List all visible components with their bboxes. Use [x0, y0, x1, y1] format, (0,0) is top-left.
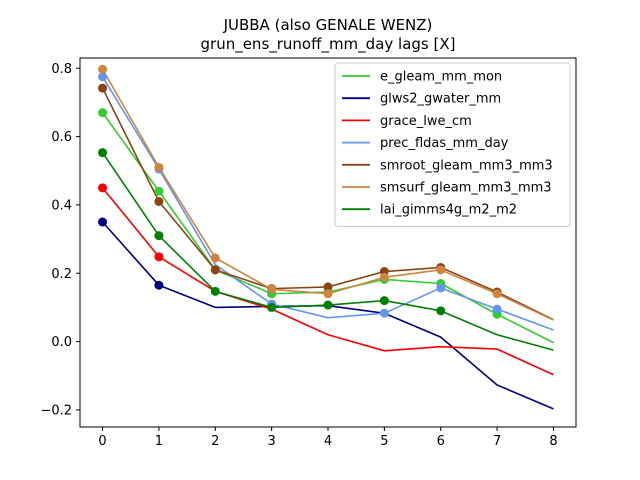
legend: e_gleam_mm_mon glws2_gwater_mm grace_lwe_c… — [334, 62, 571, 227]
x-tick-label: 2 — [211, 434, 219, 449]
y-tick-label: 0.6 — [51, 130, 72, 145]
legend-label: smroot_gleam_mm3_mm3 — [380, 158, 553, 173]
y-tick-label: 0.4 — [51, 198, 72, 213]
data-point-lai_gimms4g_m2_m2 — [267, 302, 277, 312]
data-point-prec_fldas_mm_day — [98, 72, 108, 82]
data-point-smsurf_gleam_mm3_mm3 — [267, 284, 277, 294]
x-tick-label: 3 — [267, 434, 275, 449]
data-point-smsurf_gleam_mm3_mm3 — [379, 272, 389, 282]
legend-label: smsurf_gleam_mm3_mm3 — [380, 181, 552, 196]
data-point-smsurf_gleam_mm3_mm3 — [210, 253, 220, 263]
y-tick-label: −0.2 — [40, 403, 72, 418]
data-point-prec_fldas_mm_day — [492, 304, 502, 314]
legend-label: grace_lwe_cm — [380, 114, 472, 129]
legend-box — [334, 62, 571, 227]
data-point-grace_lwe_cm — [98, 183, 108, 193]
data-point-prec_fldas_mm_day — [436, 283, 446, 293]
plot-series — [98, 64, 554, 410]
data-point-lai_gimms4g_m2_m2 — [436, 306, 446, 316]
data-point-lai_gimms4g_m2_m2 — [210, 286, 220, 296]
data-point-lai_gimms4g_m2_m2 — [323, 300, 333, 310]
series-line-prec_fldas_mm_day — [101, 76, 554, 331]
x-tick-label: 8 — [549, 434, 557, 449]
data-point-lai_gimms4g_m2_m2 — [154, 231, 164, 241]
y-tick-label: 0.8 — [51, 62, 72, 77]
x-tick-label: 0 — [98, 434, 106, 449]
x-tick-label: 7 — [493, 434, 501, 449]
data-point-smsurf_gleam_mm3_mm3 — [154, 162, 164, 172]
legend-label: glws2_gwater_mm — [380, 92, 501, 107]
data-point-glws2_gwater_mm — [154, 280, 164, 290]
data-point-smsurf_gleam_mm3_mm3 — [492, 289, 502, 299]
data-point-smroot_gleam_mm3_mm3 — [323, 282, 333, 292]
data-point-e_gleam_mm_mon — [154, 186, 164, 196]
x-tick-label: 5 — [380, 434, 388, 449]
axis-ticks: 0 1 2 3 4 5 6 7 8 −0.2 0.0 0.2 0.4 0.6 0.8 — [40, 62, 557, 449]
series-line-glws2_gwater_mm — [101, 221, 554, 410]
data-point-prec_fldas_mm_day — [379, 308, 389, 318]
chart-subtitle: grun_ens_runoff_mm_day lags [X] — [201, 35, 456, 54]
data-point-grace_lwe_cm — [154, 252, 164, 262]
legend-label: prec_fldas_mm_day — [380, 136, 509, 151]
data-point-smsurf_gleam_mm3_mm3 — [98, 64, 108, 74]
x-tick-label: 6 — [437, 434, 445, 449]
data-point-smroot_gleam_mm3_mm3 — [154, 197, 164, 206]
y-tick-label: 0.0 — [51, 335, 72, 350]
data-point-lai_gimms4g_m2_m2 — [98, 148, 108, 158]
plot-frame — [79, 57, 577, 428]
data-point-smsurf_gleam_mm3_mm3 — [323, 289, 333, 299]
data-point-glws2_gwater_mm — [98, 217, 108, 227]
data-point-lai_gimms4g_m2_m2 — [379, 296, 389, 306]
legend-label: lai_gimms4g_m2_m2 — [380, 203, 517, 218]
chart-title: JUBBA (also GENALE WENZ) — [223, 16, 433, 34]
data-point-smsurf_gleam_mm3_mm3 — [436, 265, 446, 275]
data-point-smroot_gleam_mm3_mm3 — [210, 265, 220, 275]
x-tick-label: 4 — [324, 434, 332, 449]
x-tick-label: 1 — [155, 434, 163, 449]
legend-label: e_gleam_mm_mon — [380, 70, 502, 85]
data-point-smroot_gleam_mm3_mm3 — [98, 83, 108, 93]
data-point-e_gleam_mm_mon — [98, 108, 108, 118]
y-tick-label: 0.2 — [51, 267, 72, 282]
series-line-grace_lwe_cm — [101, 187, 554, 376]
